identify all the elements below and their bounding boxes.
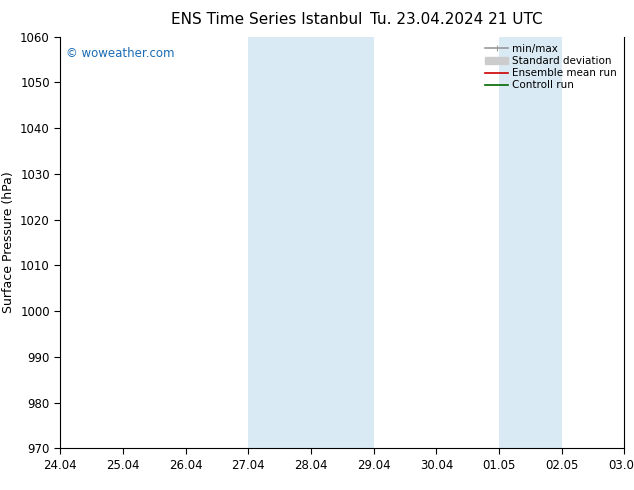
Text: ENS Time Series Istanbul: ENS Time Series Istanbul — [171, 12, 362, 27]
Bar — [499, 37, 562, 448]
Legend: min/max, Standard deviation, Ensemble mean run, Controll run: min/max, Standard deviation, Ensemble me… — [483, 42, 619, 93]
Text: © woweather.com: © woweather.com — [66, 47, 174, 60]
Y-axis label: Surface Pressure (hPa): Surface Pressure (hPa) — [1, 172, 15, 314]
Bar — [249, 37, 373, 448]
Text: Tu. 23.04.2024 21 UTC: Tu. 23.04.2024 21 UTC — [370, 12, 543, 27]
